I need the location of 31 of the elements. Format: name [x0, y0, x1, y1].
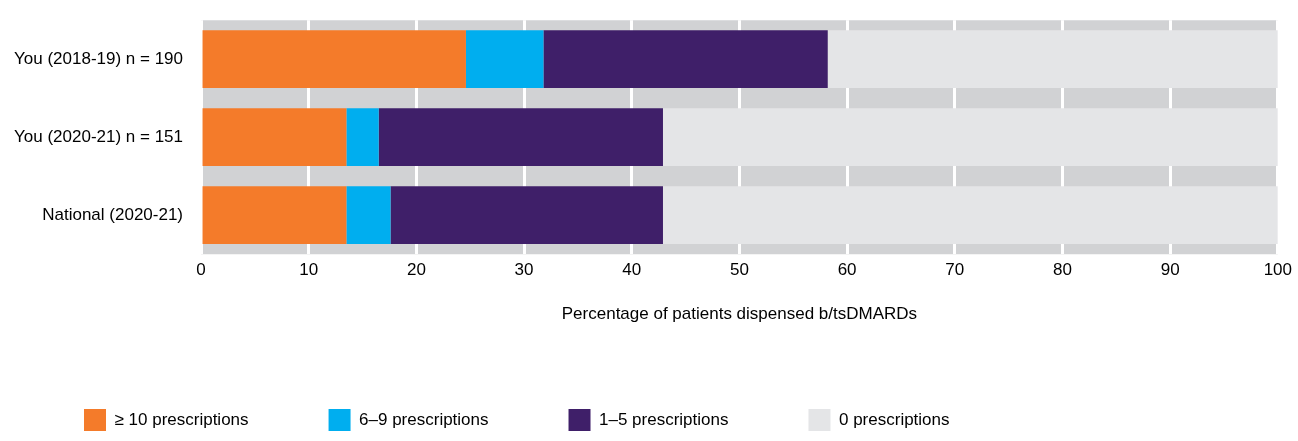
x-tick-label: 60: [837, 260, 857, 280]
x-tick-label: 0: [196, 260, 206, 280]
bar: [662, 108, 1278, 167]
bar: [543, 30, 828, 89]
x-tick-label: 100: [1263, 260, 1293, 280]
bar: [465, 30, 544, 89]
bar: [378, 108, 663, 167]
bar: [827, 30, 1278, 89]
bar: [662, 186, 1278, 245]
x-tick-label: 40: [622, 260, 642, 280]
x-tick-label: 80: [1053, 260, 1072, 280]
bar: [346, 108, 379, 167]
bar: [202, 186, 347, 245]
y-tick-label: You (2018-19) n = 190: [13, 48, 184, 68]
x-tick-label: 70: [945, 260, 965, 280]
y-tick-label: You (2020-21) n = 151: [13, 126, 184, 146]
x-axis-title: Percentage of patients dispensed b/tsDMARDs: [561, 304, 918, 324]
bar: [390, 186, 663, 245]
x-tick-label: 50: [729, 260, 749, 280]
x-tick-label: 10: [299, 260, 319, 280]
x-tick-label: 30: [514, 260, 534, 280]
legend-label: 1–5 prescriptions: [599, 409, 729, 429]
legend-label: 0 prescriptions: [838, 409, 950, 429]
legend-label: 6–9 prescriptions: [359, 409, 489, 429]
y-tick-label: National (2020-21): [42, 204, 184, 224]
bar: [346, 186, 391, 245]
bar: [202, 30, 466, 89]
legend-label: ≥ 10 prescriptions: [114, 409, 249, 429]
x-tick-label: 20: [406, 260, 426, 280]
bar: [202, 108, 347, 167]
x-tick-label: 90: [1160, 260, 1180, 280]
